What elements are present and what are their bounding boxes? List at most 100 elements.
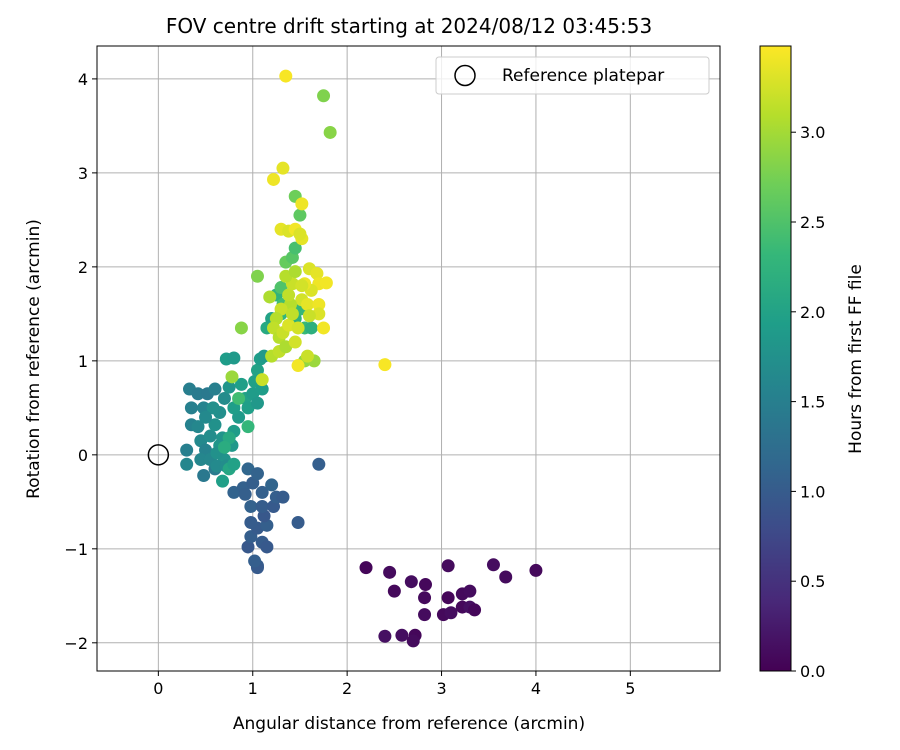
y-tick-label: 2: [78, 258, 88, 277]
data-point: [250, 269, 264, 283]
chart-title: FOV centre drift starting at 2024/08/12 …: [166, 14, 652, 38]
data-point: [191, 420, 205, 434]
data-point: [282, 288, 296, 302]
x-axis-label: Angular distance from reference (arcmin): [233, 714, 585, 734]
data-point: [267, 172, 281, 186]
data-point: [238, 487, 252, 501]
data-point: [291, 359, 305, 373]
data-point: [291, 321, 305, 335]
colorbar-gradient: [759, 45, 792, 672]
data-point: [317, 321, 331, 335]
data-point: [312, 457, 326, 471]
data-point: [418, 591, 432, 605]
colorbar-tick-label: 2.5: [800, 213, 825, 232]
colorbar-tick-label: 0.0: [800, 662, 825, 681]
y-tick-label: −2: [64, 634, 88, 653]
x-tick-label: 4: [531, 679, 541, 698]
data-point: [250, 467, 264, 481]
data-point: [310, 266, 324, 280]
data-point: [208, 418, 222, 432]
data-point: [208, 382, 222, 396]
colorbar-tick-label: 2.0: [800, 303, 825, 322]
data-point: [234, 321, 248, 335]
data-point: [279, 69, 293, 83]
data-point: [304, 321, 318, 335]
data-point: [248, 554, 262, 568]
data-point: [241, 540, 255, 554]
data-point: [222, 380, 236, 394]
data-point: [418, 578, 432, 592]
colorbar-tick-label: 3.0: [800, 123, 825, 142]
data-point: [293, 208, 307, 222]
data-point: [378, 629, 392, 643]
data-point: [293, 227, 307, 241]
data-point: [295, 279, 309, 293]
data-point: [404, 575, 418, 589]
data-point: [227, 457, 241, 471]
data-point: [276, 490, 290, 504]
data-point: [317, 89, 331, 103]
data-point: [529, 563, 543, 577]
data-point: [194, 453, 208, 467]
data-point: [263, 290, 277, 304]
data-point: [191, 387, 205, 401]
data-point: [241, 420, 255, 434]
y-tick-label: 0: [78, 446, 88, 465]
data-point: [295, 197, 309, 211]
data-point: [199, 410, 213, 424]
y-tick-label: 4: [78, 70, 88, 89]
legend-box: [435, 56, 710, 95]
data-point: [300, 297, 314, 311]
data-point: [210, 459, 224, 473]
data-point: [227, 351, 241, 365]
data-point: [206, 401, 220, 415]
data-point: [302, 309, 316, 323]
data-point: [468, 603, 482, 617]
data-point: [234, 377, 248, 391]
y-axis-label: Rotation from reference (arcmin): [24, 219, 44, 499]
data-point: [232, 391, 246, 405]
data-point: [378, 358, 392, 372]
data-point: [180, 443, 194, 457]
data-point: [463, 584, 477, 598]
colorbar-ticks: 0.0 0.5 1.0 1.5 2.0 2.5 3.0: [791, 123, 825, 681]
data-point: [265, 478, 279, 492]
data-point: [244, 516, 258, 530]
data-point: [255, 373, 269, 387]
data-point: [250, 396, 264, 410]
legend-marker: [454, 64, 476, 87]
data-point: [486, 558, 500, 572]
data-point: [395, 628, 409, 642]
data-point: [441, 559, 455, 573]
scatter-points: [147, 69, 543, 648]
data-point: [184, 401, 198, 415]
axes: 0 1 2 3 4 5 −2 −1 0 1 2 3 4: [64, 45, 721, 698]
data-point: [312, 297, 326, 311]
x-tick-label: 2: [342, 679, 352, 698]
x-tick-label: 0: [153, 679, 163, 698]
data-point: [276, 161, 290, 175]
data-point: [406, 634, 420, 648]
data-point: [255, 382, 269, 396]
data-point: [197, 469, 211, 483]
data-point: [418, 608, 432, 622]
data-point: [244, 500, 258, 514]
x-tick-label: 5: [625, 679, 635, 698]
colorbar-label: Hours from first FF file: [846, 264, 866, 454]
data-point: [319, 276, 333, 290]
plot-frame: [96, 45, 721, 672]
data-point: [260, 540, 274, 554]
colorbar-tick-label: 1.5: [800, 393, 825, 412]
colorbar-tick-label: 0.5: [800, 572, 825, 591]
y-tick-label: −1: [64, 540, 88, 559]
data-point: [499, 570, 513, 584]
data-point: [255, 485, 269, 499]
data-point: [217, 440, 231, 454]
data-point: [288, 265, 302, 279]
data-point: [387, 584, 401, 598]
data-point: [255, 500, 269, 514]
data-point: [288, 335, 302, 349]
y-tick-label: 1: [78, 352, 88, 371]
data-point: [203, 429, 217, 443]
